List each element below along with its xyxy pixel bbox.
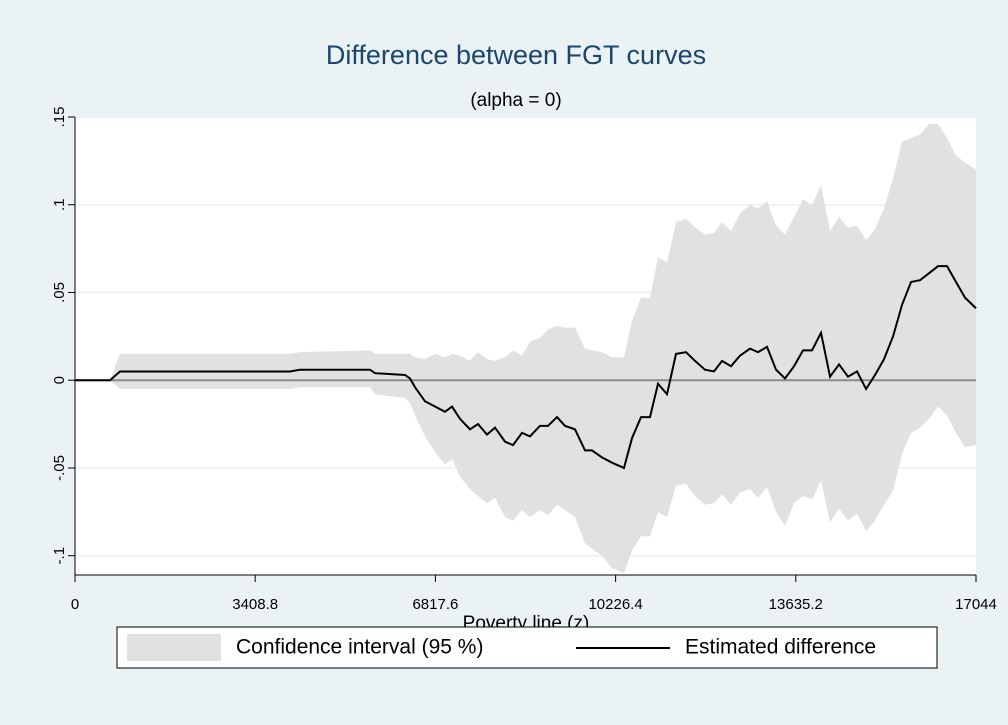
y-tick-label: .05: [51, 282, 68, 303]
y-tick-label: .1: [51, 198, 68, 211]
x-tick-label: 6817.6: [412, 596, 458, 613]
line-series: [75, 265, 977, 470]
y-tick-label: .15: [51, 107, 68, 128]
chart-subtitle: (alpha = 0): [470, 90, 561, 111]
x-tick-label: 13635.2: [769, 596, 823, 613]
x-tick-label: 0: [71, 596, 79, 613]
y-tick-label: -.1: [51, 547, 68, 565]
x-tick-label: 17044: [955, 596, 997, 613]
legend-label: Estimated difference: [685, 636, 876, 659]
legend-swatch: [127, 634, 221, 661]
x-tick-label: 3408.8: [232, 596, 278, 613]
y-tick-label: 0: [51, 376, 68, 384]
y-tick-label: -.05: [51, 455, 68, 481]
legend: [116, 626, 938, 669]
x-tick-label: 10226.4: [588, 596, 642, 613]
chart-title: Difference between FGT curves: [326, 40, 706, 70]
legend-label: Confidence interval (95 %): [236, 636, 483, 659]
confidence-band: [75, 124, 976, 574]
